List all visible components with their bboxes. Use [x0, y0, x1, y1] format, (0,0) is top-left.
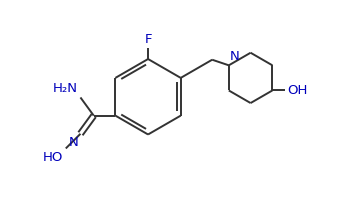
Text: OH: OH [287, 84, 307, 97]
Text: N: N [230, 50, 240, 63]
Text: F: F [144, 33, 152, 46]
Text: N: N [68, 136, 78, 149]
Text: HO: HO [43, 151, 63, 164]
Text: H₂N: H₂N [53, 82, 78, 95]
